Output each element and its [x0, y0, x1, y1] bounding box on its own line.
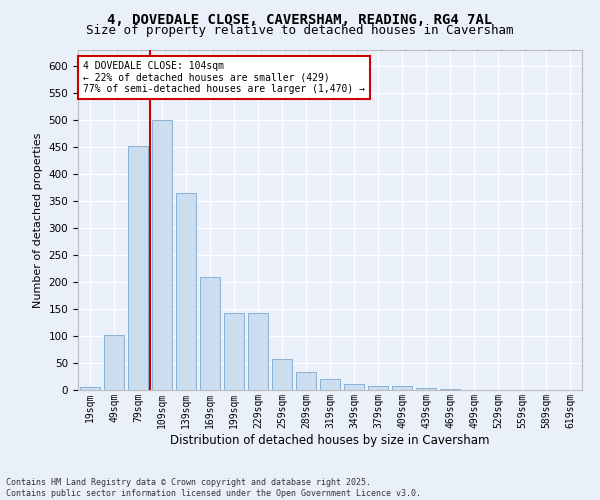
Text: Contains HM Land Registry data © Crown copyright and database right 2025.
Contai: Contains HM Land Registry data © Crown c… [6, 478, 421, 498]
Bar [80, 388, 100, 390]
Bar [344, 384, 364, 390]
Bar [416, 388, 436, 390]
Bar [200, 276, 220, 390]
Bar [176, 193, 196, 390]
Y-axis label: Number of detached properties: Number of detached properties [33, 132, 43, 308]
Bar [320, 379, 340, 390]
Bar [368, 386, 388, 390]
Bar [224, 313, 244, 390]
Text: Size of property relative to detached houses in Caversham: Size of property relative to detached ho… [86, 24, 514, 37]
Bar [392, 386, 412, 390]
Text: 4 DOVEDALE CLOSE: 104sqm
← 22% of detached houses are smaller (429)
77% of semi-: 4 DOVEDALE CLOSE: 104sqm ← 22% of detach… [83, 61, 365, 94]
Bar [296, 372, 316, 390]
Bar [152, 120, 172, 390]
Bar [128, 146, 148, 390]
Text: 4, DOVEDALE CLOSE, CAVERSHAM, READING, RG4 7AL: 4, DOVEDALE CLOSE, CAVERSHAM, READING, R… [107, 12, 493, 26]
X-axis label: Distribution of detached houses by size in Caversham: Distribution of detached houses by size … [170, 434, 490, 446]
Bar [248, 313, 268, 390]
Bar [104, 335, 124, 390]
Bar [272, 359, 292, 390]
